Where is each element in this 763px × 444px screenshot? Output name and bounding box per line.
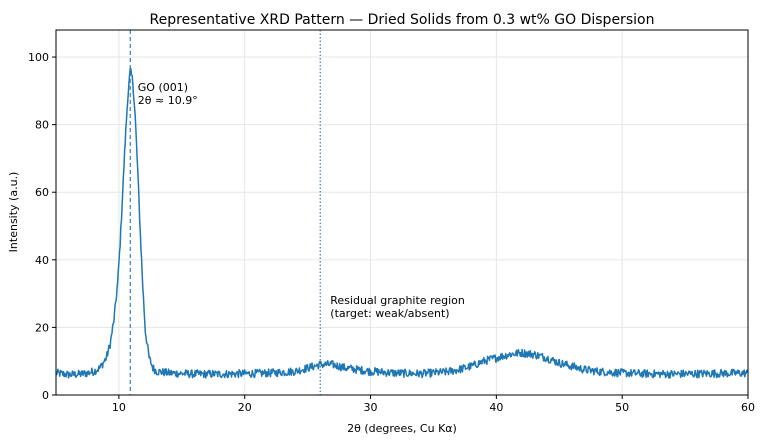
y-tick-label: 20 xyxy=(35,321,49,334)
annotation-line: Residual graphite region xyxy=(330,294,465,307)
annotation-text: GO (001) 2θ ≈ 10.9° xyxy=(138,81,198,107)
x-axis-label: 2θ (degrees, Cu Kα) xyxy=(347,422,457,435)
x-tick-label: 20 xyxy=(238,401,252,414)
y-axis-label: Intensity (a.u.) xyxy=(7,172,20,253)
x-tick-label: 50 xyxy=(615,401,629,414)
y-tick-label: 100 xyxy=(28,51,49,64)
x-tick-label: 40 xyxy=(489,401,503,414)
annotation-text: Residual graphite region (target: weak/ab… xyxy=(330,294,465,320)
y-tick-label: 0 xyxy=(42,389,49,402)
annotation-line: 2θ ≈ 10.9° xyxy=(138,94,198,107)
xrd-series-line xyxy=(55,67,749,379)
x-tick-label: 60 xyxy=(741,401,755,414)
annotation-line: GO (001) xyxy=(138,81,188,94)
plot-frame xyxy=(55,29,749,396)
y-tick-label: 40 xyxy=(35,254,49,267)
tick-layer: 10 20 30 40 50 60 0 20 40 60 80 100 xyxy=(28,51,755,414)
reference-lines xyxy=(129,30,321,395)
chart-title: Representative XRD Pattern — Dried Solid… xyxy=(150,12,655,28)
data-layer xyxy=(55,67,749,379)
annotation-layer: GO (001) 2θ ≈ 10.9° Residual graphite regi… xyxy=(138,81,465,320)
x-tick-label: 10 xyxy=(112,401,126,414)
annotation-line: (target: weak/absent) xyxy=(330,307,449,320)
y-tick-label: 60 xyxy=(35,186,49,199)
x-tick-label: 30 xyxy=(364,401,378,414)
y-tick-label: 80 xyxy=(35,119,49,132)
